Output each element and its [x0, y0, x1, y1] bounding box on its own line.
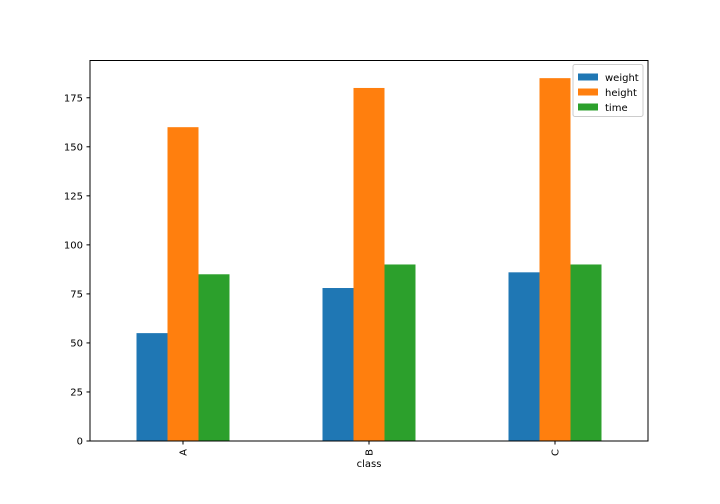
bar-height-A [167, 127, 199, 441]
legend-swatch-weight [578, 73, 598, 81]
y-tick-label: 150 [64, 142, 83, 153]
bar-time-A [198, 274, 230, 441]
y-tick-label: 100 [64, 240, 83, 251]
bar-time-C [570, 264, 602, 441]
bar-weight-A [136, 333, 168, 441]
x-tick-label: B [365, 449, 376, 456]
legend-label-time: time [605, 103, 628, 114]
bar-weight-C [508, 272, 540, 441]
bar-height-B [353, 87, 385, 441]
y-tick-label: 75 [70, 289, 83, 300]
bar-time-B [384, 264, 416, 441]
legend: weight height time [572, 64, 644, 117]
bars [136, 78, 602, 441]
legend-label-height: height [605, 88, 637, 99]
bar-weight-B [322, 288, 354, 441]
bar-height-C [539, 78, 571, 441]
y-tick-label: 0 [77, 437, 83, 448]
y-axis-ticks: 0 25 50 75 100 125 150 175 [64, 93, 90, 448]
y-tick-label: 175 [64, 93, 83, 104]
x-tick-label: C [551, 449, 562, 456]
legend-label-weight: weight [605, 73, 639, 84]
y-tick-label: 50 [70, 338, 83, 349]
legend-swatch-height [578, 88, 598, 96]
legend-swatch-time [578, 103, 598, 111]
x-tick-label: A [179, 449, 190, 456]
x-axis-ticks: A B C [179, 441, 562, 456]
y-tick-label: 25 [70, 387, 83, 398]
x-axis-label: class [357, 459, 382, 470]
y-tick-label: 125 [64, 191, 83, 202]
